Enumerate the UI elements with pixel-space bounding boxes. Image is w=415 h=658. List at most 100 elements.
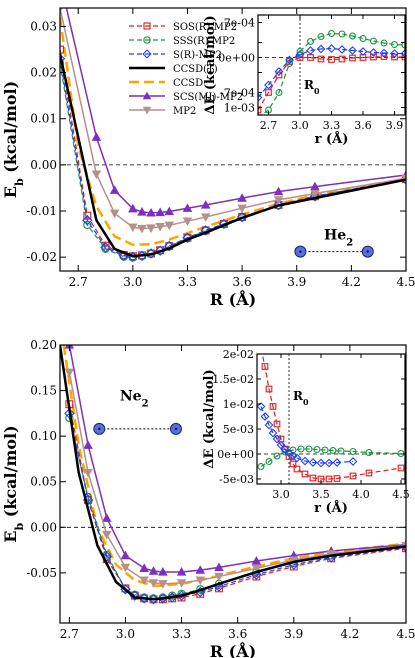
top-inset-series-sos-point [349, 54, 356, 62]
bottom-main-series-mp2-line [68, 372, 406, 585]
bottom-inset-x-tick-label: 4.5 [392, 488, 410, 501]
top-main-x-tick-label: 3.3 [178, 275, 197, 289]
top-main-series-scs-point [155, 207, 165, 217]
bottom-inset-r0-label: R0 [293, 389, 309, 407]
bottom-inset-y-axis-title: ΔE (kcal/mol) [202, 369, 217, 468]
bottom-inset-frame [256, 353, 406, 485]
top-inset-series-sr-point [400, 49, 405, 58]
top-main-series-sr-point [60, 53, 66, 64]
bottom-main-molecule-label: Ne2 [120, 388, 149, 409]
bottom-inset-x-tick-label: 3.0 [272, 488, 290, 501]
bottom-inset-series-sr-point [292, 453, 302, 463]
bottom-inset-series-sss-point [305, 445, 313, 453]
top-main-y-tick-label: 0.01 [30, 112, 57, 126]
legend-label-mp2: MP2 [173, 106, 196, 117]
top-main-series-mp2-line [60, 8, 406, 230]
bottom-main-series-scs-point [139, 563, 149, 572]
top-main-series-mp2-point [237, 204, 247, 214]
top-inset-series-sr-point [327, 44, 336, 53]
bottom-inset-series-sos-point [365, 469, 373, 477]
top-inset-y-tick-label: -7e-04 [220, 87, 255, 100]
bottom-main-series-scs-point [176, 567, 187, 576]
bottom-inset-series-sss-point [337, 447, 345, 455]
top-inset-background [258, 15, 405, 115]
top-inset-x-axis-title: r (Å) [315, 131, 349, 147]
bottom-inset-series-sss-point [365, 449, 373, 456]
top-inset-series-sos-point [380, 53, 388, 60]
top-main-series-scs-point [237, 193, 247, 202]
legend-marker-sos [143, 22, 151, 30]
top-main-series-ccsd-line [60, 17, 406, 246]
top-main-y-tick-label: 0.02 [30, 66, 57, 80]
top-inset-series-sss-point [317, 33, 325, 40]
top-main-x-tick-label: 2.7 [69, 275, 88, 289]
top-main-y-tick-label: -0.01 [26, 204, 57, 218]
bottom-main-x-tick-label: 2.7 [60, 627, 79, 641]
top-inset-series-sss-point [307, 38, 314, 45]
bottom-inset-x-tick-label: 3.5 [312, 488, 330, 501]
top-main-frame [59, 7, 407, 272]
bottom-inset-series-sos-point [273, 420, 281, 428]
top-main-series-scs-point [91, 132, 102, 141]
top-inset-series-sss-point [349, 32, 356, 40]
bottom-main-series-group [60, 345, 406, 605]
top-inset-series-sos-point [328, 56, 335, 63]
top-main-series-mp2-point [137, 224, 147, 234]
bottom-main-series-mp2-point [101, 530, 112, 540]
bottom-main-series-ccsd_t-line [60, 345, 406, 601]
bottom-inset-series-sr-point [324, 458, 334, 468]
bottom-inset-series-sos-point [269, 403, 277, 410]
top-inset-series-sr-point [390, 49, 399, 58]
top-inset-series-sr-point [274, 67, 284, 76]
top-inset-series-sss-line [260, 32, 405, 115]
bottom-inset-series-sr-point [332, 458, 342, 467]
bottom-main-molecule-nucleus [174, 427, 178, 431]
top-main-x-tick-label: 4.2 [342, 275, 361, 289]
bottom-inset-series-group [257, 354, 405, 483]
bottom-inset-series-sos-point [301, 470, 309, 478]
legend-label-scs: SCS(MI)-MP2 [173, 92, 243, 103]
legend-label-sos: SOS(R)-MP2 [173, 22, 237, 33]
bottom-inset-series-sr-point [264, 420, 274, 430]
bottom-inset-series-sos-point [325, 475, 333, 483]
top-main-y-tick-label: 0.00 [30, 158, 57, 172]
bottom-main-y-tick-label: -0.05 [26, 566, 57, 580]
top-main-x-tick-label: 3.0 [123, 275, 142, 289]
bottom-inset-y-tick-label: 0e+00 [217, 448, 254, 461]
bottom-main-x-axis-title: R (Å) [210, 640, 256, 658]
bottom-inset-series-sss-point [329, 447, 337, 454]
bottom-inset-series-sos-point [289, 460, 297, 468]
bottom-main-y-tick-label: 0.15 [30, 384, 57, 398]
top-main-series-mp2-point [146, 224, 156, 233]
top-inset-y-tick-label: 0e+00 [218, 52, 255, 65]
top-inset-r0-label: R0 [304, 78, 320, 96]
bottom-main-series-scs-point [120, 550, 131, 560]
bottom-inset-series-sr-point [288, 451, 298, 461]
top-inset-series-sr-point [379, 48, 389, 58]
bottom-inset-series-sr-point [268, 428, 278, 438]
bottom-main-series-scs-point [214, 562, 224, 572]
top-main-series-mp2-point [182, 217, 193, 227]
bottom-inset-series-sos-point [397, 464, 405, 472]
bottom-main-series-mp2-point [139, 576, 149, 586]
top-inset-x-tick-label: 3.3 [323, 119, 341, 132]
top-main-y-tick-label: -0.02 [26, 250, 57, 264]
top-inset-x-tick-label: 3.6 [354, 119, 372, 132]
bottom-main-series-sr-point [101, 551, 112, 562]
top-main-series-sr-point [182, 232, 193, 243]
bottom-main-series-sss-point [121, 585, 130, 594]
bottom-main-series-scs-point [158, 567, 168, 576]
bottom-inset-series-sr-point [260, 412, 270, 421]
bottom-main-y-axis-title: Eb (kcal/mol) [1, 425, 26, 542]
top-inset-series-sr-point [348, 46, 357, 55]
top-main-series-group [60, 8, 406, 262]
bottom-main-series-mp2-point [148, 579, 159, 588]
legend-label-sr: S(R)-MP2 [173, 50, 222, 61]
top-inset-series-sss-point [391, 41, 398, 48]
top-inset-x-tick-label: 2.7 [260, 119, 278, 132]
top-main-series-mp2-point [310, 189, 320, 199]
top-inset-series-sos-point [258, 106, 262, 114]
bottom-inset-series-sr-point [272, 434, 282, 444]
bottom-main-frame [59, 344, 407, 624]
top-inset-series-sos-point [265, 89, 272, 96]
